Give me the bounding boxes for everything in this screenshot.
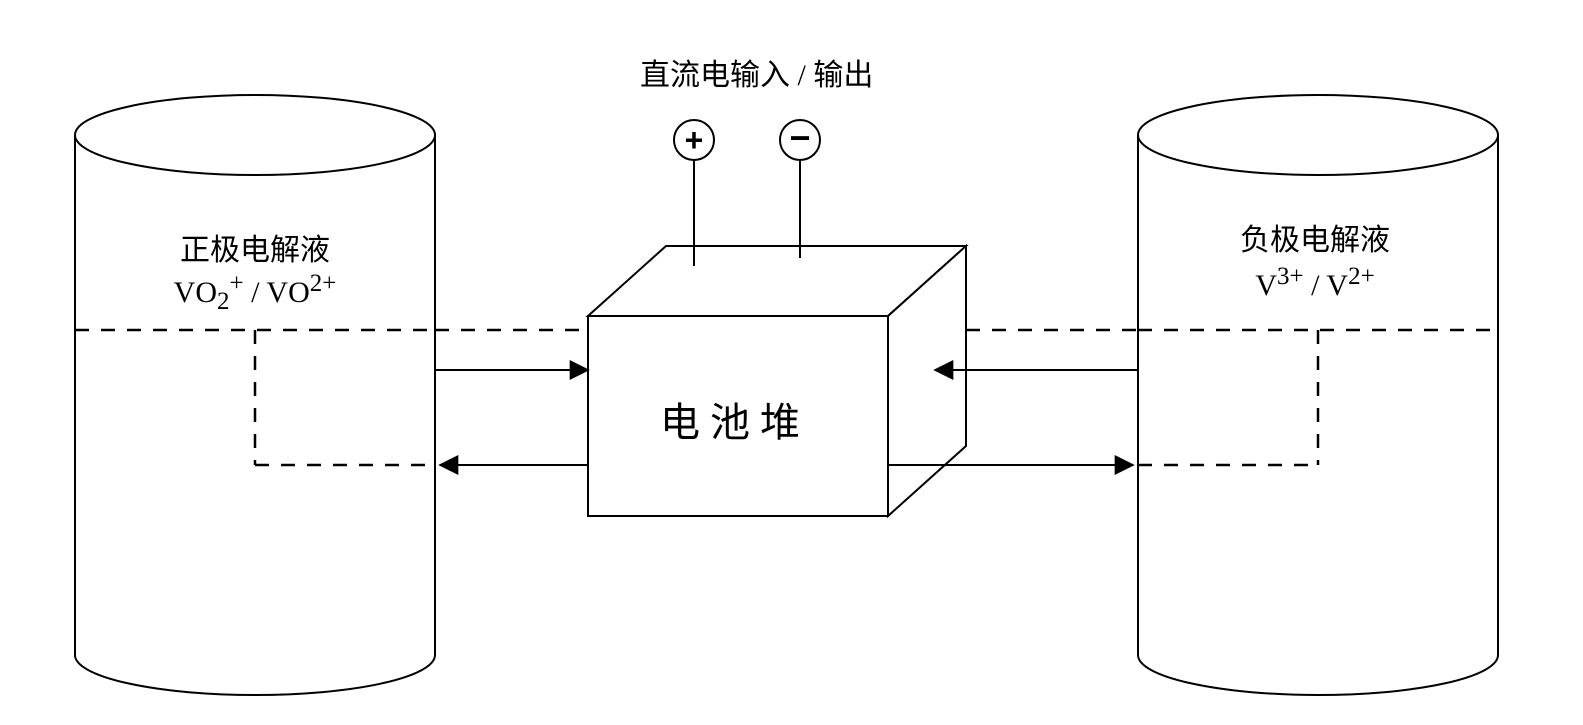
svg-text:−: − (789, 117, 810, 158)
plus-terminal: + (674, 120, 714, 266)
svg-text:+: + (685, 122, 704, 158)
title-label: 直流电输入 / 输出 (640, 50, 873, 94)
stack-label: 电 池 堆 (660, 390, 800, 448)
minus-terminal: − (780, 117, 820, 258)
left-tank-label-2: VO2+ / VO2+ (150, 270, 360, 316)
right-tank-label-2: V3+ / V2+ (1210, 263, 1420, 303)
left-tank-label-1: 正极电解液 (150, 225, 360, 269)
right-dashed-box (1138, 330, 1318, 465)
left-dashed-box (255, 330, 435, 465)
battery-stack (588, 246, 966, 516)
right-tank-label-1: 负极电解液 (1210, 215, 1420, 259)
battery-diagram: + − (0, 0, 1583, 725)
